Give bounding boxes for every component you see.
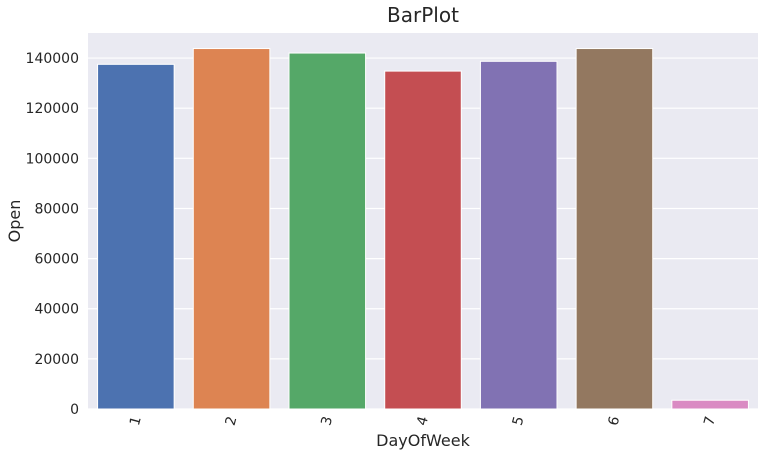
y-tick-label: 40000	[34, 302, 79, 318]
y-tick-label: 100000	[26, 151, 79, 167]
bar-day-3	[288, 52, 367, 410]
y-tick-label: 60000	[34, 252, 79, 268]
x-tick-label: 2	[223, 415, 241, 428]
bar-day-6	[575, 48, 654, 410]
x-tick-label: 3	[318, 415, 336, 428]
x-tick-label: 7	[701, 415, 719, 428]
x-tick-label: 4	[414, 415, 432, 428]
bars-group	[97, 48, 749, 410]
bar-day-1	[97, 63, 175, 410]
x-tick-labels: 1 2 3 4 5 6 7	[127, 415, 719, 428]
x-tick-label: 1	[127, 415, 145, 428]
chart-title: BarPlot	[387, 3, 459, 27]
y-tick-label: 120000	[26, 101, 79, 117]
y-tick-labels: 0 20000 40000 60000 80000 100000 120000 140000	[26, 51, 79, 418]
x-axis-label: DayOfWeek	[376, 431, 470, 450]
bar-day-7	[671, 399, 749, 410]
x-tick-label: 5	[510, 415, 528, 428]
y-tick-label: 80000	[34, 201, 79, 217]
x-tick-label: 6	[606, 415, 624, 428]
y-tick-label: 140000	[26, 51, 79, 67]
bar-day-4	[384, 70, 462, 410]
y-tick-label: 20000	[34, 352, 79, 368]
bar-day-2	[192, 48, 271, 410]
bar-day-5	[479, 60, 558, 410]
y-axis-label: Open	[5, 200, 24, 243]
y-tick-label: 0	[70, 402, 79, 418]
